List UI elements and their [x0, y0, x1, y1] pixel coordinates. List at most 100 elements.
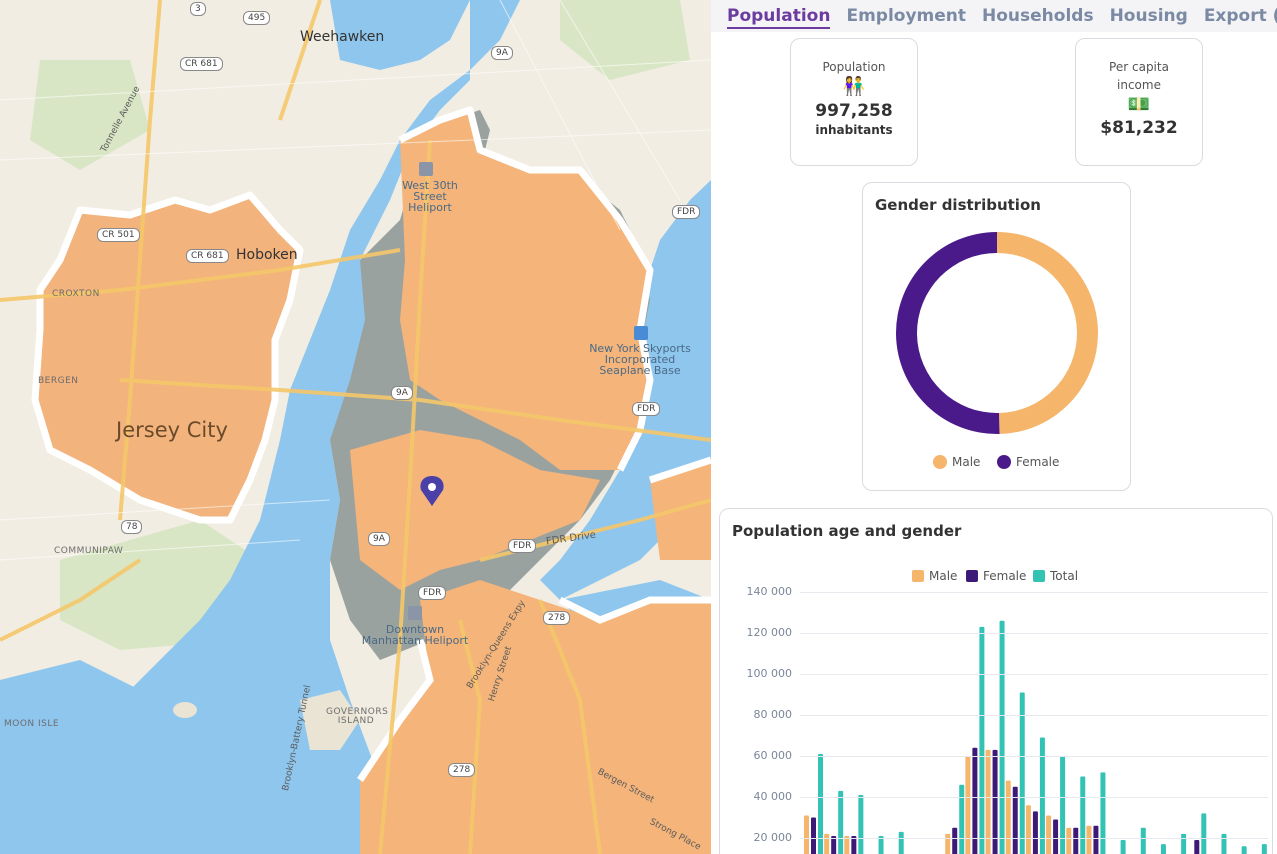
population-card: Population 👫 997,258 inhabitants	[790, 38, 918, 166]
bar-total[interactable]	[838, 790, 844, 854]
gridline	[800, 797, 1268, 798]
bar-total[interactable]	[1060, 756, 1066, 854]
donut-slice-female[interactable]	[895, 232, 1000, 434]
bar-male[interactable]	[985, 749, 991, 854]
legend-female-label: Female	[1016, 455, 1060, 469]
bar-female[interactable]	[1012, 786, 1018, 854]
legend-male[interactable]: Male	[933, 455, 980, 469]
bar-male[interactable]	[1066, 827, 1072, 854]
bar-total[interactable]	[1080, 776, 1086, 854]
bar-total[interactable]	[818, 753, 823, 854]
tab-export-excel[interactable]: Export (Excel)	[1203, 6, 1277, 26]
bar-female[interactable]	[851, 835, 857, 854]
population-label: Population	[822, 60, 886, 74]
legend-age-male-label: Male	[929, 569, 958, 583]
y-tick-label: 60 000	[753, 749, 793, 762]
bar-total[interactable]	[898, 831, 904, 854]
y-tick-label: 140 000	[746, 585, 793, 598]
bar-total[interactable]	[1241, 846, 1247, 854]
age-chart-card: Population age and gender Male Female To…	[719, 508, 1273, 854]
map-label-hoboken: Hoboken	[236, 247, 298, 263]
legend-age-female[interactable]: Female	[966, 569, 1026, 583]
legend-female[interactable]: Female	[997, 455, 1059, 469]
y-tick-label: 40 000	[753, 790, 793, 803]
bar-male[interactable]	[1086, 825, 1092, 854]
bar-male[interactable]	[824, 833, 830, 854]
population-unit: inhabitants	[815, 123, 893, 137]
tab-bar: Population Employment Households Housing…	[711, 0, 1277, 32]
map-label-skyports: New York Skyports Incorporated Seaplane …	[589, 342, 691, 377]
map-label-bergen: BERGEN	[38, 376, 79, 386]
bar-female[interactable]	[1032, 811, 1038, 854]
income-card: Per capita income 💵 $81,232	[1075, 38, 1203, 166]
age-chart-title: Population age and gender	[732, 522, 962, 540]
bar-total[interactable]	[878, 835, 884, 854]
bar-total[interactable]	[1181, 833, 1187, 854]
income-value: $81,232	[1100, 118, 1178, 138]
bar-female[interactable]	[831, 835, 837, 854]
route-shield: 78	[121, 520, 143, 534]
population-value: 997,258	[815, 101, 893, 121]
y-tick-label: 100 000	[746, 667, 793, 680]
y-tick-label: 120 000	[746, 626, 793, 639]
bar-total[interactable]	[979, 626, 985, 854]
bar-male[interactable]	[844, 835, 850, 854]
route-shield: FDR	[672, 205, 701, 219]
y-tick-label: 80 000	[753, 708, 793, 721]
gender-chart-card: Gender distribution Male Female	[862, 182, 1131, 491]
bar-male[interactable]	[1005, 780, 1011, 854]
bar-female[interactable]	[1194, 840, 1200, 854]
bar-female[interactable]	[992, 749, 998, 854]
gridline	[800, 715, 1268, 716]
bar-total[interactable]	[1019, 692, 1025, 854]
bar-total[interactable]	[1039, 737, 1045, 854]
bar-female[interactable]	[952, 827, 958, 854]
bar-male[interactable]	[965, 756, 971, 854]
map-label-weehawken: Weehawken	[300, 29, 385, 45]
bar-total[interactable]	[1100, 772, 1106, 854]
y-tick-label: 20 000	[753, 831, 793, 844]
gridline	[800, 674, 1268, 675]
tab-housing[interactable]: Housing	[1109, 6, 1188, 26]
bar-male[interactable]	[945, 833, 951, 854]
route-shield: FDR	[632, 402, 661, 416]
location-pin-icon	[420, 476, 444, 506]
route-shield: FDR	[508, 539, 537, 553]
bar-female[interactable]	[1073, 827, 1079, 854]
route-shield: FDR	[418, 586, 447, 600]
bar-male[interactable]	[1046, 815, 1052, 854]
bar-female[interactable]	[1053, 819, 1059, 854]
bar-female[interactable]	[1093, 825, 1099, 854]
bar-total[interactable]	[1140, 827, 1146, 854]
bar-female[interactable]	[972, 747, 978, 854]
bar-total[interactable]	[1160, 844, 1166, 854]
legend-age-male[interactable]: Male	[912, 569, 957, 583]
bar-total[interactable]	[1221, 833, 1227, 854]
legend-age-female-label: Female	[983, 569, 1027, 583]
bar-total[interactable]	[999, 620, 1005, 854]
tab-households[interactable]: Households	[982, 6, 1094, 26]
age-male-swatch	[912, 570, 924, 582]
bar-total[interactable]	[1120, 840, 1126, 854]
bar-female[interactable]	[811, 817, 816, 854]
route-shield: 3	[190, 2, 206, 16]
bar-total[interactable]	[1201, 813, 1207, 854]
map-view[interactable]: Weehawken Hoboken Jersey City CROXTON BE…	[0, 0, 711, 854]
donut-slice-male[interactable]	[997, 232, 1098, 434]
income-label-line2: income	[1117, 78, 1161, 92]
tab-employment[interactable]: Employment	[846, 6, 967, 26]
legend-age-total[interactable]: Total	[1033, 569, 1078, 583]
bar-total[interactable]	[959, 784, 965, 854]
age-female-swatch	[966, 570, 978, 582]
route-shield: 495	[243, 11, 271, 25]
age-bar-chart	[804, 620, 1267, 854]
tab-population[interactable]: Population	[719, 0, 838, 32]
map-label-jersey-city: Jersey City	[116, 418, 228, 442]
legend-male-label: Male	[952, 455, 981, 469]
bar-male[interactable]	[804, 815, 809, 854]
bar-male[interactable]	[1025, 805, 1031, 854]
map-canvas[interactable]	[0, 0, 711, 854]
bar-total[interactable]	[858, 794, 864, 854]
bar-total[interactable]	[1261, 844, 1267, 854]
route-shield: CR 681	[180, 57, 223, 71]
